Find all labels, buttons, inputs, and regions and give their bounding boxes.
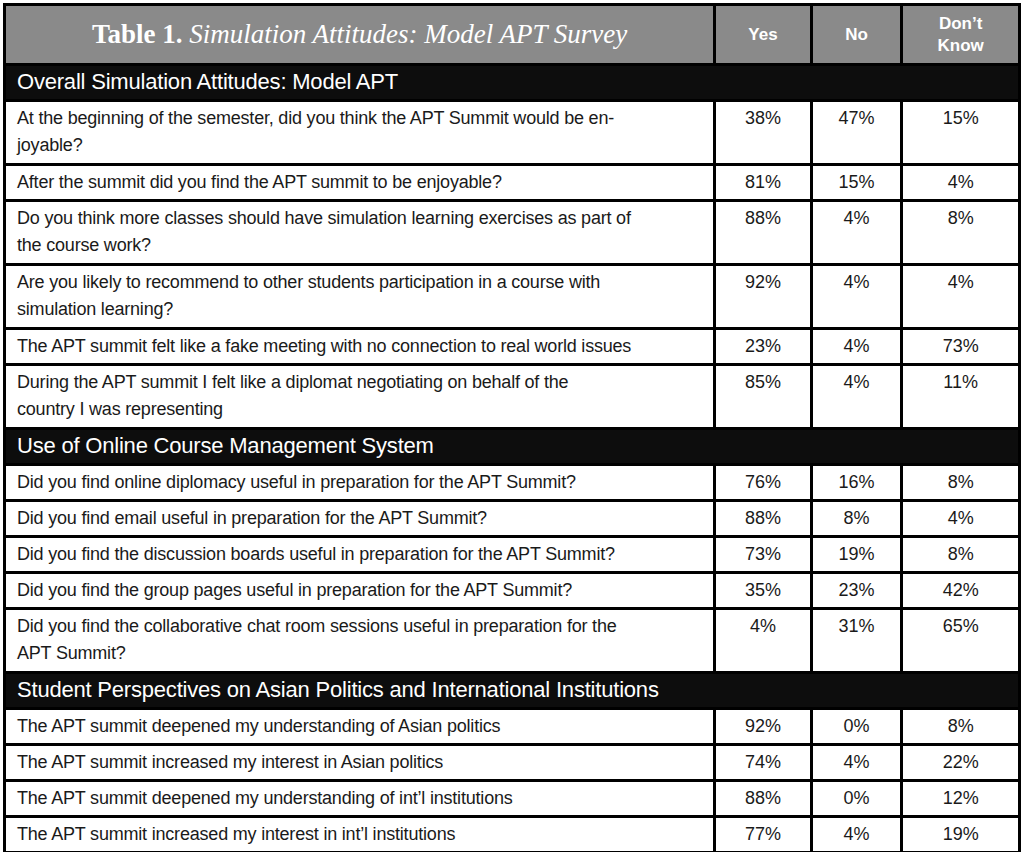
section-header-row: Use of Online Course Management System (5, 429, 1020, 465)
table-title-row: Table 1. Simulation Attitudes: Model APT… (5, 5, 1020, 65)
column-header-no: No (811, 5, 902, 65)
yes-value: 4% (715, 609, 812, 673)
question-cell: Do you think more classes should have si… (5, 201, 715, 265)
no-value: 4% (811, 817, 902, 852)
question-cell: During the APT summit I felt like a dipl… (5, 365, 715, 429)
table-row: Did you find the group pages useful in p… (5, 573, 1020, 609)
dont-know-value: 15% (902, 101, 1020, 165)
section-heading: Student Perspectives on Asian Politics a… (5, 673, 1020, 709)
dont-know-value: 4% (902, 265, 1020, 329)
dont-know-value: 8% (902, 201, 1020, 265)
no-value: 4% (811, 265, 902, 329)
no-value: 23% (811, 573, 902, 609)
dont-know-value: 65% (902, 609, 1020, 673)
no-value: 8% (811, 501, 902, 537)
dont-know-value: 19% (902, 817, 1020, 852)
table-row: The APT summit increased my interest in … (5, 817, 1020, 852)
table-row: At the beginning of the semester, did yo… (5, 101, 1020, 165)
table-row: Did you find the discussion boards usefu… (5, 537, 1020, 573)
table-row: Are you likely to recommend to other stu… (5, 265, 1020, 329)
yes-value: 77% (715, 817, 812, 852)
yes-value: 74% (715, 745, 812, 781)
dont-know-value: 22% (902, 745, 1020, 781)
question-cell: Did you find the group pages useful in p… (5, 573, 715, 609)
section-header-row: Student Perspectives on Asian Politics a… (5, 673, 1020, 709)
question-cell: Did you find online diplomacy useful in … (5, 465, 715, 501)
no-value: 47% (811, 101, 902, 165)
table-row: Do you think more classes should have si… (5, 201, 1020, 265)
question-cell: The APT summit increased my interest in … (5, 817, 715, 852)
table-row: The APT summit deepened my understanding… (5, 709, 1020, 745)
no-value: 4% (811, 201, 902, 265)
section-header-row: Overall Simulation Attitudes: Model APT (5, 65, 1020, 101)
question-cell: Did you find the collaborative chat room… (5, 609, 715, 673)
dont-know-value: 8% (902, 709, 1020, 745)
dont-know-value: 8% (902, 465, 1020, 501)
question-cell: The APT summit deepened my understanding… (5, 781, 715, 817)
dont-know-value: 8% (902, 537, 1020, 573)
no-value: 4% (811, 329, 902, 365)
scanned-paper-page: Table 1. Simulation Attitudes: Model APT… (0, 0, 1024, 852)
question-cell: The APT summit increased my interest in … (5, 745, 715, 781)
question-cell: The APT summit deepened my understanding… (5, 709, 715, 745)
dont-know-value: 73% (902, 329, 1020, 365)
dont-know-value: 4% (902, 501, 1020, 537)
table-number-label: Table 1. (92, 19, 183, 49)
dont-know-value: 11% (902, 365, 1020, 429)
question-cell: The APT summit felt like a fake meeting … (5, 329, 715, 365)
yes-value: 88% (715, 501, 812, 537)
no-value: 0% (811, 709, 902, 745)
table-row: The APT summit increased my interest in … (5, 745, 1020, 781)
yes-value: 92% (715, 265, 812, 329)
table-row: Did you find online diplomacy useful in … (5, 465, 1020, 501)
yes-value: 85% (715, 365, 812, 429)
no-value: 19% (811, 537, 902, 573)
question-cell: Did you find email useful in preparation… (5, 501, 715, 537)
section-heading: Use of Online Course Management System (5, 429, 1020, 465)
table-row: During the APT summit I felt like a dipl… (5, 365, 1020, 429)
no-value: 4% (811, 745, 902, 781)
yes-value: 76% (715, 465, 812, 501)
table-title: Table 1. Simulation Attitudes: Model APT… (5, 5, 715, 65)
yes-value: 92% (715, 709, 812, 745)
no-value: 16% (811, 465, 902, 501)
column-header-yes: Yes (715, 5, 812, 65)
dont-know-value: 12% (902, 781, 1020, 817)
table-row: The APT summit deepened my understanding… (5, 781, 1020, 817)
no-value: 0% (811, 781, 902, 817)
column-header-dont-know: Don’t Know (902, 5, 1020, 65)
dont-know-value: 4% (902, 165, 1020, 201)
question-cell: Did you find the discussion boards usefu… (5, 537, 715, 573)
section-heading: Overall Simulation Attitudes: Model APT (5, 65, 1020, 101)
survey-table: Table 1. Simulation Attitudes: Model APT… (3, 3, 1021, 852)
no-value: 4% (811, 365, 902, 429)
yes-value: 38% (715, 101, 812, 165)
yes-value: 23% (715, 329, 812, 365)
no-value: 15% (811, 165, 902, 201)
question-cell: After the summit did you find the APT su… (5, 165, 715, 201)
question-cell: At the beginning of the semester, did yo… (5, 101, 715, 165)
yes-value: 88% (715, 781, 812, 817)
table-row: Did you find the collaborative chat room… (5, 609, 1020, 673)
table-row: The APT summit felt like a fake meeting … (5, 329, 1020, 365)
dont-know-value: 42% (902, 573, 1020, 609)
yes-value: 81% (715, 165, 812, 201)
table-row: After the summit did you find the APT su… (5, 165, 1020, 201)
question-cell: Are you likely to recommend to other stu… (5, 265, 715, 329)
no-value: 31% (811, 609, 902, 673)
table-row: Did you find email useful in preparation… (5, 501, 1020, 537)
table-title-text: Simulation Attitudes: Model APT Survey (183, 19, 628, 49)
yes-value: 73% (715, 537, 812, 573)
yes-value: 88% (715, 201, 812, 265)
yes-value: 35% (715, 573, 812, 609)
